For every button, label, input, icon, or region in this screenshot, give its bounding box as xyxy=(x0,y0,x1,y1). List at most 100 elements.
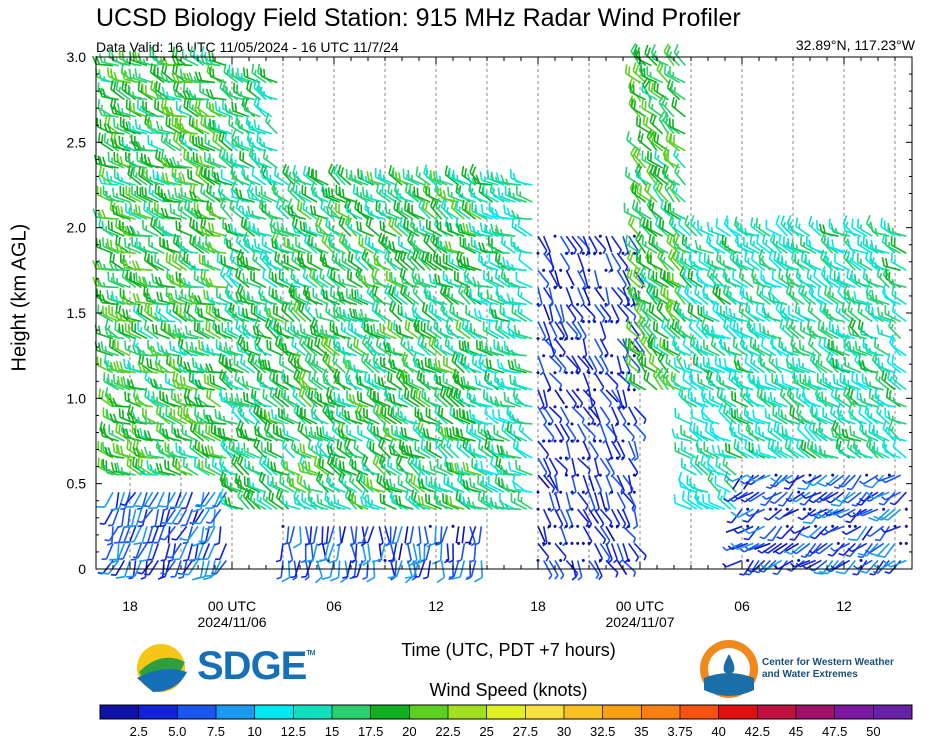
wind-barb xyxy=(137,54,159,67)
barb-full xyxy=(128,68,132,78)
barb-full xyxy=(159,390,161,400)
barb-staff xyxy=(157,526,165,543)
barb-full xyxy=(115,234,118,244)
barb-full xyxy=(110,462,115,472)
barb-full xyxy=(255,185,258,195)
wind-barb xyxy=(124,322,142,340)
wind-barb xyxy=(102,237,119,254)
barb-full xyxy=(319,558,329,562)
wind-barb xyxy=(108,424,125,442)
barb-full xyxy=(127,524,137,528)
barb-full xyxy=(154,184,157,194)
barb-full xyxy=(97,82,100,92)
barb-staff xyxy=(218,526,222,544)
wind-barb xyxy=(111,187,131,203)
barb-full xyxy=(146,118,149,128)
barb-full xyxy=(107,271,110,281)
colorbar-title: Wind Speed (knots) xyxy=(429,680,588,700)
barb-full xyxy=(154,362,160,372)
barb-full xyxy=(124,340,127,350)
barb-full xyxy=(97,325,101,335)
wind-barb xyxy=(132,292,153,306)
chart-title: UCSD Biology Field Station: 915 MHz Rada… xyxy=(96,4,741,32)
barb-staff xyxy=(358,243,375,254)
barb-staff xyxy=(210,508,222,524)
wind-barb xyxy=(129,101,148,118)
barb-half xyxy=(114,541,120,544)
barb-staff xyxy=(115,560,126,576)
barb-full xyxy=(144,302,148,312)
barb-half xyxy=(159,537,166,541)
barb-full xyxy=(103,132,107,142)
barb-half xyxy=(153,541,159,544)
barb-half xyxy=(115,56,118,63)
barb-full xyxy=(134,119,138,129)
barb-full xyxy=(220,169,223,179)
barb-full xyxy=(281,576,290,583)
wind-barb xyxy=(125,560,143,578)
barb-staff xyxy=(350,526,355,544)
barb-full xyxy=(119,185,122,195)
wind-barb xyxy=(371,543,386,563)
barb-half xyxy=(125,143,129,150)
barb-half xyxy=(137,507,143,510)
barb-full xyxy=(145,409,147,419)
barb-staff xyxy=(299,526,302,544)
barb-full xyxy=(115,444,119,454)
barb-staff xyxy=(128,526,137,543)
barb-half xyxy=(151,242,154,248)
barb-staff xyxy=(115,492,120,510)
barb-full xyxy=(112,133,117,143)
barb-half xyxy=(119,541,125,544)
barb-full xyxy=(146,288,149,298)
barb-half xyxy=(137,524,143,528)
wind-barb xyxy=(166,269,182,289)
barb-full xyxy=(134,505,144,508)
barb-full xyxy=(119,116,122,126)
barb-full xyxy=(148,184,151,194)
barb-full xyxy=(110,507,120,511)
wind-barb xyxy=(122,120,142,135)
barb-full xyxy=(111,187,115,197)
barb-full xyxy=(103,372,106,382)
barb-full xyxy=(125,99,128,109)
barb-full xyxy=(131,236,134,246)
barb-full xyxy=(155,217,159,227)
barb-staff xyxy=(209,285,227,289)
barb-full xyxy=(118,311,123,321)
barb-full xyxy=(139,427,143,437)
barb-half xyxy=(147,541,153,544)
barb-full xyxy=(132,302,137,312)
barb-full xyxy=(321,576,331,581)
barb-full xyxy=(122,358,126,368)
wind-barb xyxy=(116,103,136,118)
barb-full xyxy=(110,104,115,114)
wind-barb xyxy=(108,397,131,408)
barb-full xyxy=(100,442,103,452)
barb-staff xyxy=(127,509,131,527)
barb-full xyxy=(137,81,141,91)
barb-full xyxy=(106,238,110,248)
barb-half xyxy=(154,468,158,474)
wind-barb xyxy=(97,208,119,220)
wind-barb xyxy=(313,371,329,391)
barb-staff xyxy=(286,526,290,544)
wind-barb xyxy=(131,226,153,237)
wind-barb xyxy=(378,526,384,547)
barb-half xyxy=(146,206,149,213)
barb-staff xyxy=(171,543,177,561)
wind-barb xyxy=(142,219,159,237)
barb-full xyxy=(122,427,126,437)
barb-full xyxy=(215,339,218,349)
barb-full xyxy=(109,239,113,249)
barb-full xyxy=(142,414,148,424)
barb-half xyxy=(140,326,143,333)
barb-full xyxy=(98,239,102,249)
barb-staff xyxy=(200,526,205,544)
barb-full xyxy=(140,305,143,315)
barb-half xyxy=(132,73,135,79)
barb-half xyxy=(160,559,166,562)
barb-staff xyxy=(164,525,176,541)
barb-full xyxy=(106,123,112,133)
barb-full xyxy=(102,442,104,452)
